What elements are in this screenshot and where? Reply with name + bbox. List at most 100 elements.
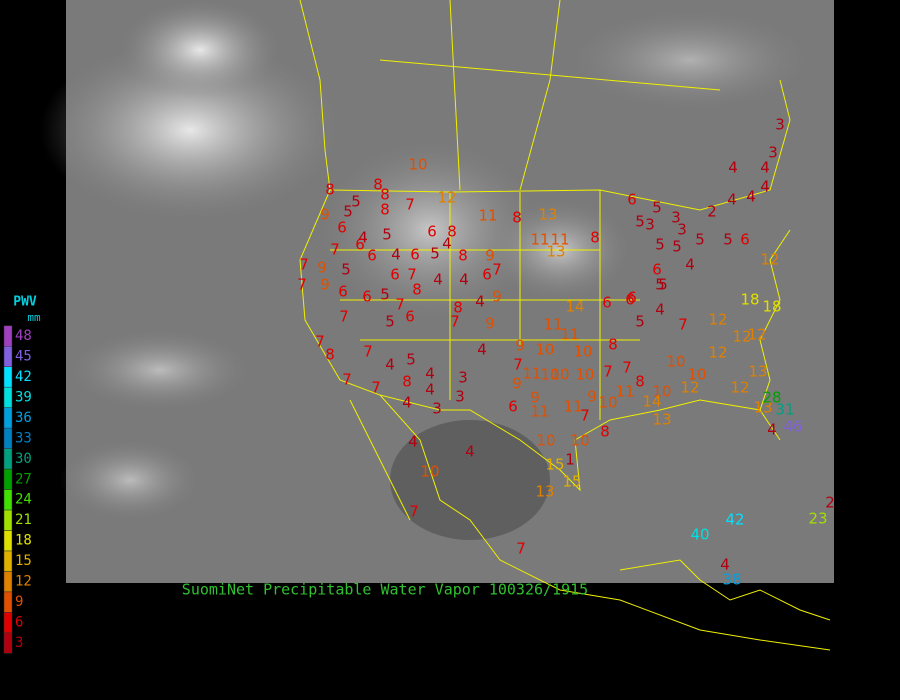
station-value: 8 [608, 336, 618, 354]
station-value: 7 [299, 256, 309, 274]
station-value: 4 [746, 188, 756, 206]
station-value: 4 [760, 178, 770, 196]
station-value: 2 [707, 203, 717, 221]
station-value: 7 [405, 196, 415, 214]
legend-label: 27 [15, 471, 32, 487]
station-value: 5 [351, 193, 361, 211]
station-value: 4 [465, 443, 475, 461]
station-value: 11 [550, 231, 569, 249]
station-value: 8 [453, 299, 463, 317]
station-value: 13 [538, 206, 557, 224]
station-value: 5 [658, 276, 668, 294]
station-value: 4 [385, 356, 395, 374]
station-value: 3 [775, 116, 785, 134]
legend-swatch [3, 468, 13, 490]
station-value: 4 [767, 421, 777, 439]
legend-label: 30 [15, 451, 32, 467]
legend-swatch [3, 612, 13, 634]
station-value: 15 [545, 456, 564, 474]
station-value: 31 [775, 401, 794, 419]
station-value: 7 [513, 356, 523, 374]
station-value: 9 [485, 247, 495, 265]
station-value: 7 [330, 241, 340, 259]
station-value: 10 [573, 343, 592, 361]
station-value: 18 [762, 298, 781, 316]
legend-label: 6 [15, 615, 23, 631]
station-value: 9 [485, 315, 495, 333]
station-value: 12 [760, 251, 779, 269]
station-value: 8 [447, 223, 457, 241]
station-value: 9 [320, 276, 330, 294]
legend-label: 12 [15, 574, 32, 590]
station-value: 11 [522, 365, 541, 383]
station-value: 4 [720, 556, 730, 574]
station-value: 4 [442, 235, 452, 253]
station-value: 7 [492, 261, 502, 279]
legend-label: 33 [15, 430, 32, 446]
legend-label: 24 [15, 492, 32, 508]
legend-swatch [3, 386, 13, 408]
station-value: 6 [338, 283, 348, 301]
station-value: 13 [753, 399, 772, 417]
station-value: 7 [516, 540, 526, 558]
station-value: 12 [747, 326, 766, 344]
station-value: 12 [732, 328, 751, 346]
station-value: 8 [590, 229, 600, 247]
legend-swatch [3, 530, 13, 552]
station-value: 7 [622, 359, 632, 377]
station-value: 6 [410, 246, 420, 264]
station-value: 4 [477, 341, 487, 359]
station-value: 1 [565, 451, 575, 469]
legend-title: PWV [13, 295, 37, 310]
legend-swatch [3, 345, 13, 367]
legend-swatch [3, 366, 13, 388]
legend-unit: mm [27, 311, 41, 324]
station-value: 10 [420, 463, 439, 481]
legend-label: 45 [15, 348, 32, 364]
station-value: 46 [783, 418, 802, 436]
legend-label: 36 [15, 410, 32, 426]
station-value: 3 [458, 369, 468, 387]
station-value: 14 [642, 393, 661, 411]
station-value: 3 [677, 221, 687, 239]
station-value: 12 [708, 311, 727, 329]
station-value: 5 [635, 313, 645, 331]
legend-swatch [3, 407, 13, 429]
station-value: 3 [455, 388, 465, 406]
station-value: 4 [402, 394, 412, 412]
station-value: 4 [425, 365, 435, 383]
station-value: 6 [602, 294, 612, 312]
station-value: 5 [695, 231, 705, 249]
station-value: 7 [409, 503, 419, 521]
station-value: 6 [367, 247, 377, 265]
station-value: 13 [748, 363, 767, 381]
legend-label: 9 [15, 594, 23, 610]
legend-swatch [3, 571, 13, 593]
station-value: 3 [768, 144, 778, 162]
station-value: 4 [408, 433, 418, 451]
station-value: 5 [341, 261, 351, 279]
station-value: 8 [325, 181, 335, 199]
station-value: 7 [450, 313, 460, 331]
station-value: 11 [530, 403, 549, 421]
station-value: 4 [391, 246, 401, 264]
station-value: 5 [652, 199, 662, 217]
station-value: 4 [727, 191, 737, 209]
station-value: 7 [678, 316, 688, 334]
station-value: 5 [382, 226, 392, 244]
station-value: 14 [565, 298, 584, 316]
station-value: 6 [508, 398, 518, 416]
station-value: 11 [560, 326, 579, 344]
station-value: 12 [708, 344, 727, 362]
station-value: 11 [615, 383, 634, 401]
station-value: 8 [600, 423, 610, 441]
station-value: 8 [412, 281, 422, 299]
station-value: 7 [580, 407, 590, 425]
station-value: 12 [730, 379, 749, 397]
station-value: 6 [627, 289, 637, 307]
legend-label: 21 [15, 512, 32, 528]
station-value: 5 [385, 313, 395, 331]
station-value: 5 [672, 238, 682, 256]
